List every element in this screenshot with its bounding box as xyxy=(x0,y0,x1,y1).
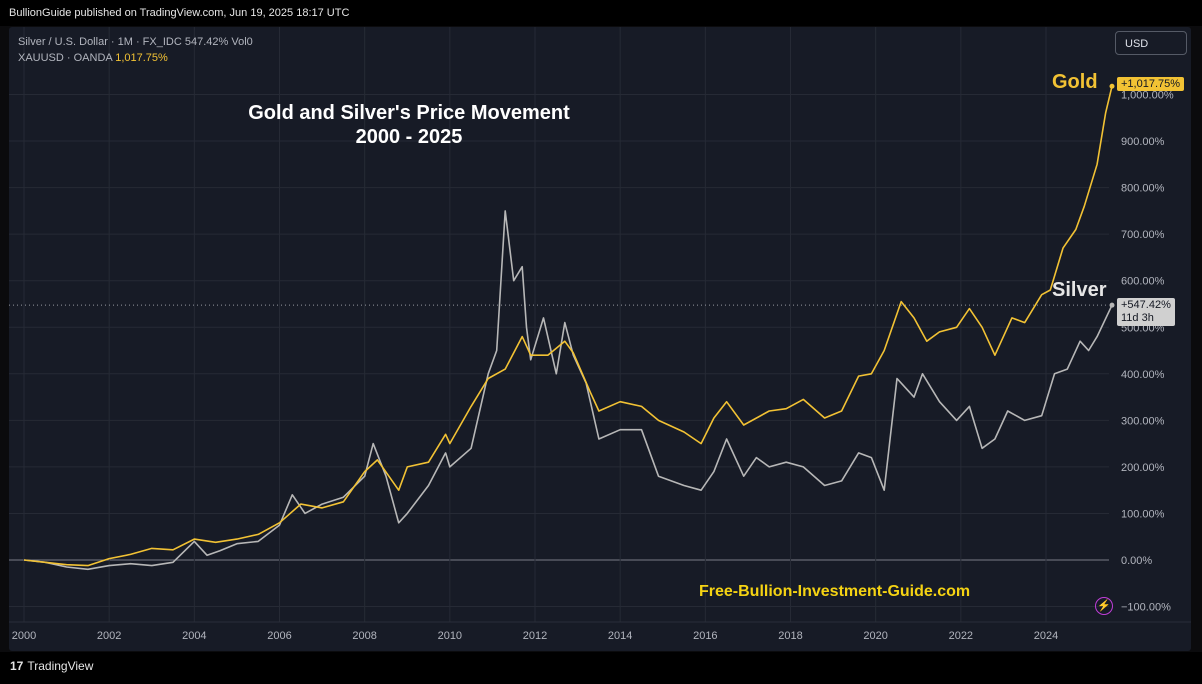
gold-annotation: Gold xyxy=(1052,71,1098,93)
x-tick-label: 2022 xyxy=(949,630,973,642)
x-tick-label: 2020 xyxy=(863,630,887,642)
chart-svg[interactable]: −100.00% 0.00% 100.00% 200.00% 300.00% 400.00… xyxy=(9,27,1191,651)
silver-price-badge: +547.42% 11d 3h xyxy=(1117,298,1175,326)
lightning-icon[interactable]: ⚡ xyxy=(1095,597,1113,615)
gold-price-badge: +1,017.75% xyxy=(1117,77,1185,91)
y-tick-label: 600.00% xyxy=(1121,276,1165,288)
website-watermark: Free-Bullion-Investment-Guide.com xyxy=(699,583,971,600)
publish-info: BullionGuide published on TradingView.co… xyxy=(9,7,350,19)
y-tick-label: 100.00% xyxy=(1121,508,1165,520)
tradingview-logo-icon: 17 xyxy=(10,659,24,673)
gold-series-line xyxy=(23,86,1113,567)
y-tick-label: 700.00% xyxy=(1121,229,1165,241)
silver-annotation: Silver xyxy=(1052,279,1107,301)
x-tick-label: 2000 xyxy=(12,630,36,642)
x-tick-label: 2012 xyxy=(523,630,547,642)
x-tick-label: 2016 xyxy=(693,630,717,642)
y-tick-label: 800.00% xyxy=(1121,183,1165,195)
legend-gold-name: XAUUSD · OANDA xyxy=(18,52,113,64)
silver-badge-value: +547.42% xyxy=(1121,299,1171,311)
x-tick-label: 2018 xyxy=(778,630,802,642)
silver-end-point xyxy=(1109,302,1115,308)
x-tick-label: 2002 xyxy=(97,630,121,642)
chart-panel[interactable]: −100.00% 0.00% 100.00% 200.00% 300.00% 400.00… xyxy=(9,27,1191,651)
bottom-bar: 17 TradingView xyxy=(0,652,1202,684)
y-tick-label: 900.00% xyxy=(1121,136,1165,148)
chart-title-line: 2000 - 2025 xyxy=(355,126,463,148)
top-bar: BullionGuide published on TradingView.co… xyxy=(0,0,1202,26)
legend-gold-value: 1,017.75% xyxy=(115,52,168,64)
chart-title: Gold and Silver's Price Movement 2000 - 2… xyxy=(199,101,619,149)
legend-silver: Silver / U.S. Dollar · 1M · FX_IDC 547.4… xyxy=(18,36,253,48)
y-tick-label: 300.00% xyxy=(1121,415,1165,427)
silver-badge-time: 11d 3h xyxy=(1121,312,1154,324)
y-tick-label: 400.00% xyxy=(1121,369,1165,381)
x-tick-label: 2014 xyxy=(608,630,632,642)
y-tick-label: 200.00% xyxy=(1121,462,1165,474)
x-tick-label: 2010 xyxy=(438,630,462,642)
y-tick-label: −100.00% xyxy=(1121,602,1171,614)
y-tick-label: 1,000.00% xyxy=(1121,90,1174,102)
legend-gold: XAUUSD · OANDA 1,017.75% xyxy=(18,50,253,66)
currency-button[interactable]: USD xyxy=(1115,31,1187,55)
gold-end-point xyxy=(1109,83,1115,89)
tradingview-logo[interactable]: 17 TradingView xyxy=(10,659,93,673)
x-tick-label: 2004 xyxy=(182,630,206,642)
x-tick-label: 2008 xyxy=(352,630,376,642)
x-tick-label: 2024 xyxy=(1034,630,1058,642)
x-tick-label: 2006 xyxy=(267,630,291,642)
chart-title-line: Gold and Silver's Price Movement xyxy=(248,102,570,124)
brand-name: TradingView xyxy=(27,659,94,673)
y-tick-label: 0.00% xyxy=(1121,555,1152,567)
legend: Silver / U.S. Dollar · 1M · FX_IDC 547.4… xyxy=(18,34,253,66)
silver-series-line xyxy=(23,210,1113,571)
